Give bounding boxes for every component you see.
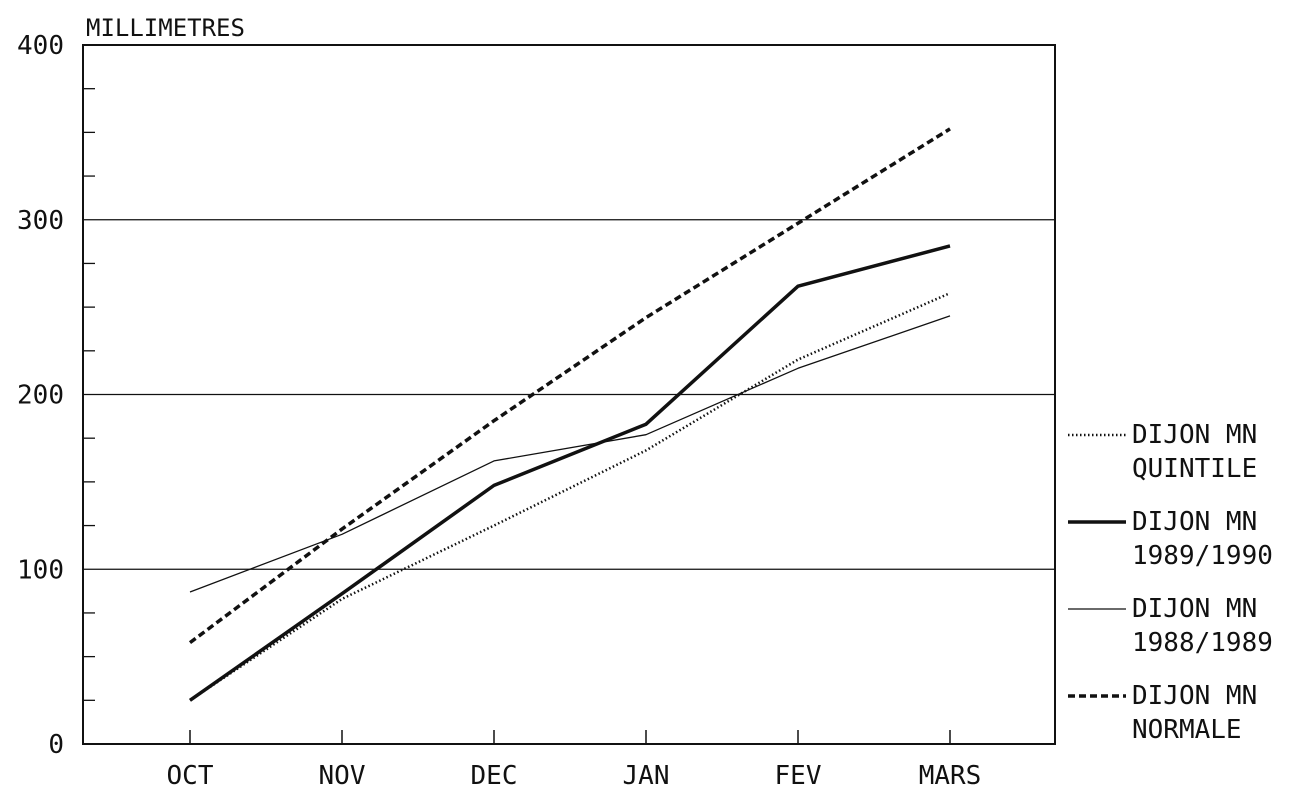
x-tick-label: DEC [471, 761, 518, 791]
grid-lines [83, 219, 1055, 570]
y-tick-label: 200 [17, 381, 64, 411]
series-line-2 [188, 244, 951, 702]
y-tick-labels: 0 100 200 300 400 [17, 31, 64, 760]
x-ticks [189, 730, 951, 744]
y-axis-title: MILLIMETRES [86, 14, 245, 42]
legend-label-4-line2: NORMALE [1132, 715, 1242, 745]
series-line-1 [189, 291, 951, 702]
series-line-4 [188, 127, 951, 645]
x-tick-label: OCT [167, 761, 214, 791]
y-minor-ticks [83, 88, 95, 701]
x-tick-label: MARS [919, 761, 982, 791]
plot-frame [82, 44, 1056, 745]
legend-label-2-line1: DIJON MN [1132, 507, 1257, 537]
x-tick-label: NOV [319, 761, 366, 791]
legend-label-3-line2: 1988/1989 [1132, 628, 1273, 658]
legend-label-1-line2: QUINTILE [1132, 454, 1257, 484]
legend: DIJON MN QUINTILE DIJON MN 1989/1990 DIJON M… [1068, 420, 1273, 745]
legend-label-4-line1: DIJON MN [1132, 681, 1257, 711]
y-tick-label: 100 [17, 555, 64, 585]
y-tick-label: 300 [17, 206, 64, 236]
x-tick-label: FEV [775, 761, 822, 791]
legend-label-1-line1: DIJON MN [1132, 420, 1257, 450]
y-tick-label: 400 [17, 31, 64, 61]
legend-label-3-line1: DIJON MN [1132, 594, 1257, 624]
legend-label-2-line2: 1989/1990 [1132, 541, 1273, 571]
x-tick-label: JAN [623, 761, 670, 791]
series-lines [188, 127, 951, 702]
x-tick-labels: OCT NOV DEC JAN FEV MARS [167, 761, 982, 791]
series-line-3 [189, 315, 951, 593]
y-tick-label: 0 [48, 730, 64, 760]
